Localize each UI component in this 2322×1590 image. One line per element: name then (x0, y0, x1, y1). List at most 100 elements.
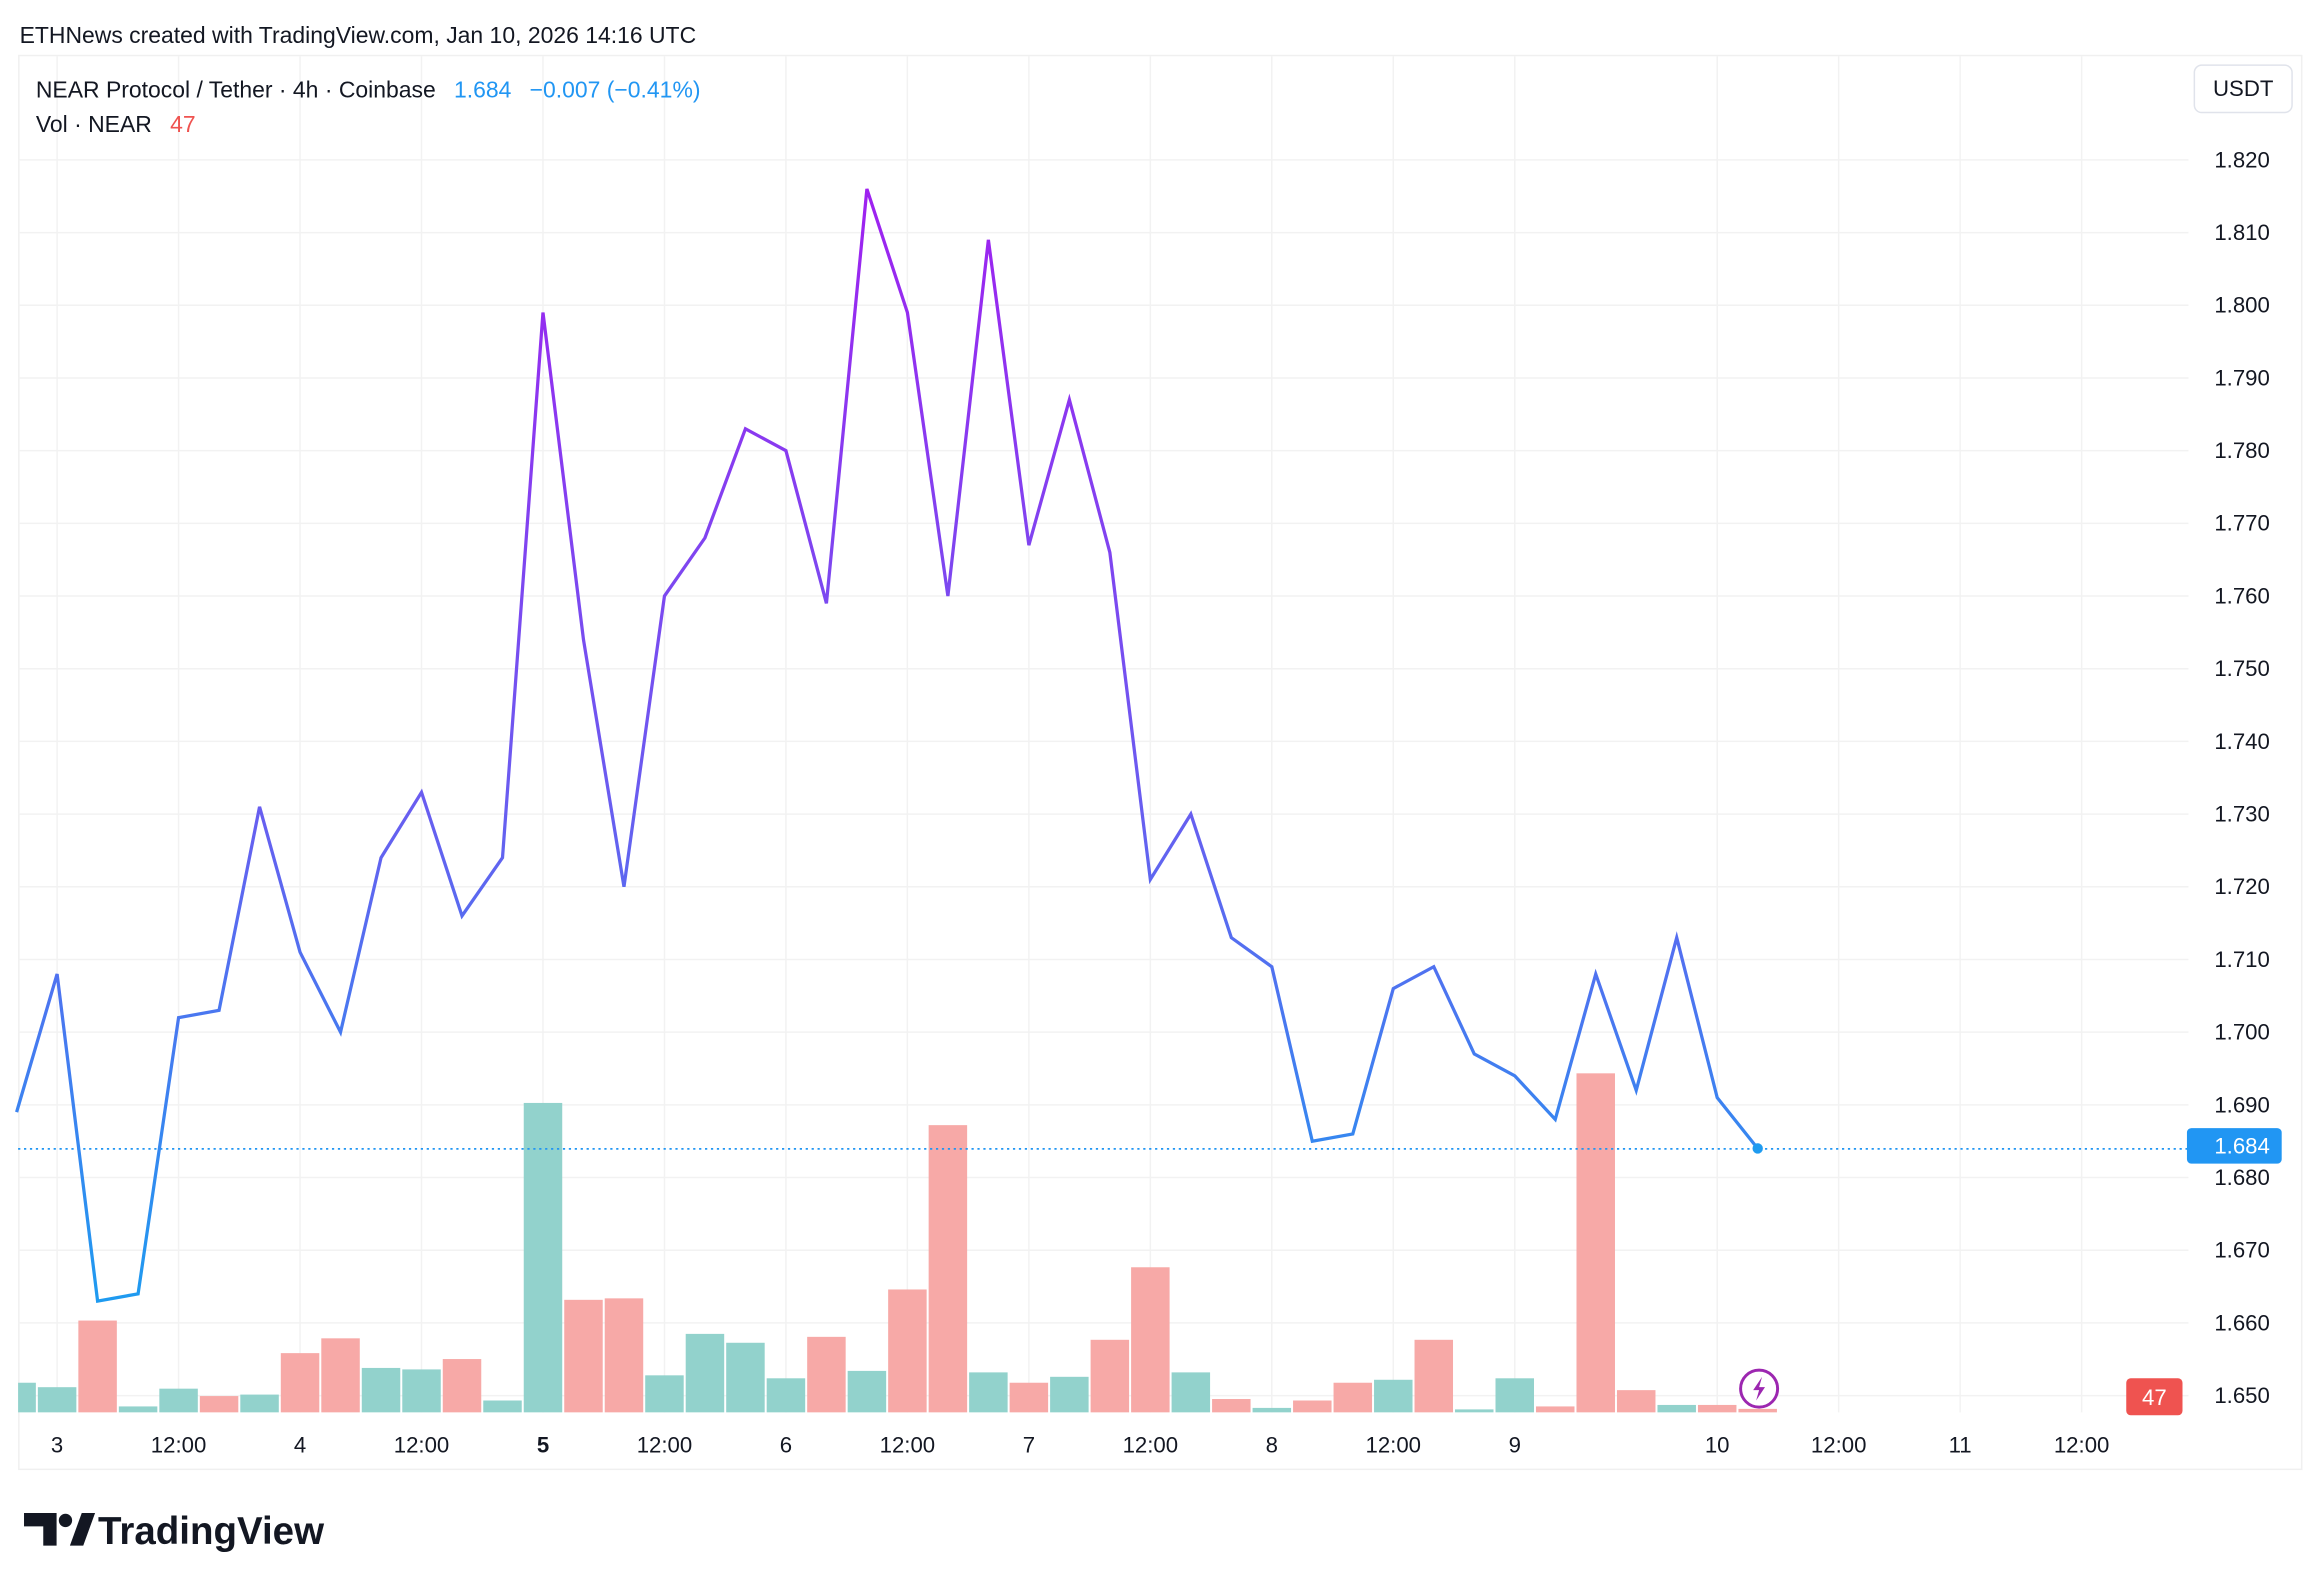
svg-text:1.684: 1.684 (2214, 1133, 2270, 1158)
grid (18, 56, 2189, 1413)
x-tick-label: 12:00 (880, 1432, 936, 1457)
currency-label: USDT (2213, 76, 2274, 101)
volume-bar (159, 1388, 198, 1413)
volume-bar (442, 1359, 482, 1413)
y-tick-label: 1.770 (2214, 511, 2270, 536)
y-tick-label: 1.660 (2214, 1310, 2270, 1335)
volume-bar (1738, 1408, 1777, 1413)
volume-bar (240, 1394, 279, 1413)
x-tick-label: 12:00 (2054, 1432, 2110, 1457)
volume-bar (1252, 1407, 1292, 1413)
x-tick-label: 9 (1509, 1432, 1521, 1457)
volume-bar (604, 1298, 644, 1413)
price-change: −0.007 (−0.41%) (530, 77, 701, 103)
x-tick-label: 12:00 (637, 1432, 693, 1457)
brand-name: TradingView (98, 1510, 325, 1553)
volume-bar (685, 1333, 725, 1413)
volume-bar (969, 1372, 1008, 1413)
volume-bar (645, 1375, 684, 1413)
y-tick-label: 1.740 (2214, 729, 2270, 754)
x-tick-label: 12:00 (1123, 1432, 1179, 1457)
volume-bar (1009, 1382, 1049, 1413)
volume-bar (1455, 1409, 1494, 1413)
y-tick-label: 1.700 (2214, 1020, 2270, 1045)
last-price-badge: 1.684 (2186, 1128, 2282, 1164)
volume-bar (483, 1400, 522, 1413)
volume-bar (1495, 1378, 1534, 1413)
x-tick-label: 5 (537, 1432, 549, 1457)
last-price: 1.684 (454, 77, 512, 103)
x-tick-label: 11 (1949, 1432, 1972, 1457)
volume-bar (1333, 1382, 1373, 1413)
y-tick-label: 1.820 (2214, 147, 2270, 172)
y-tick-label: 1.670 (2214, 1238, 2270, 1263)
y-tick-label: 1.730 (2214, 802, 2270, 827)
volume-bar (888, 1289, 927, 1413)
y-tick-label: 1.800 (2214, 293, 2270, 318)
tradingview-logo-icon (24, 1513, 96, 1546)
volume-bar (1050, 1376, 1089, 1413)
volume-bar (78, 1320, 117, 1413)
x-tick-label: 7 (1023, 1432, 1035, 1457)
volume-bar (361, 1367, 401, 1413)
currency-button[interactable]: USDT (2193, 64, 2293, 114)
attribution: ETHNews created with TradingView.com, Ja… (20, 22, 697, 48)
y-tick-label: 1.710 (2214, 947, 2270, 972)
x-tick-label: 6 (780, 1432, 792, 1457)
y-tick-label: 1.690 (2214, 1092, 2270, 1117)
legend-volume: Vol · NEAR 47 (36, 111, 196, 137)
volume-bar (402, 1369, 441, 1413)
x-tick-label: 8 (1266, 1432, 1278, 1457)
chart-frame (18, 54, 2303, 1471)
volume-bar (321, 1338, 360, 1413)
x-tick-label: 4 (294, 1432, 306, 1457)
volume-bar (1131, 1267, 1170, 1413)
x-tick-label: 12:00 (151, 1432, 207, 1457)
y-tick-label: 1.750 (2214, 656, 2270, 681)
x-tick-label: 12:00 (1811, 1432, 1867, 1457)
y-tick-label: 1.650 (2214, 1383, 2270, 1408)
volume-bar (1535, 1406, 1575, 1413)
volume-bar (807, 1336, 846, 1413)
volume-bar (1374, 1379, 1413, 1413)
volume-bar (523, 1102, 563, 1413)
x-tick-label: 12:00 (394, 1432, 450, 1457)
volume-bar (37, 1387, 77, 1413)
volume-bar (564, 1299, 603, 1413)
last-point-marker (1752, 1143, 1763, 1154)
y-tick-label: 1.810 (2214, 220, 2270, 245)
volume-value: 47 (170, 111, 196, 137)
svg-text:47: 47 (2142, 1385, 2167, 1410)
volume-bar (1657, 1404, 1696, 1413)
volume-bar (1616, 1390, 1656, 1413)
volume-bar (766, 1378, 806, 1413)
x-tick-label: 10 (1705, 1432, 1730, 1457)
volume-bar (1171, 1372, 1211, 1413)
volume-label: Vol · NEAR (36, 111, 152, 137)
y-tick-label: 1.760 (2214, 583, 2270, 608)
price-axis: 1.820 1.810 1.800 1.790 1.780 1.770 1.760 1.750… (2214, 147, 2270, 1408)
x-tick-label: 12:00 (1366, 1432, 1422, 1457)
volume-bar (1576, 1073, 1615, 1413)
volume-bar (118, 1406, 158, 1413)
y-tick-label: 1.790 (2214, 365, 2270, 390)
volume-bar (726, 1342, 765, 1413)
volume-bar (199, 1396, 239, 1413)
volume-bar (280, 1353, 320, 1413)
price-line (15, 188, 1759, 1304)
volume-bar (847, 1370, 887, 1413)
y-tick-label: 1.720 (2214, 874, 2270, 899)
volume-bar (1090, 1339, 1130, 1413)
tradingview-logo[interactable]: TradingView (24, 1510, 325, 1553)
volume-bar (1414, 1339, 1454, 1413)
volume-bar (928, 1125, 968, 1413)
volume-bar (1697, 1404, 1737, 1413)
time-axis: 3 12:00 4 12:00 5 12:00 6 12:00 7 12:00 8 12:00 9 10 1… (51, 1432, 2109, 1457)
lightning-icon[interactable] (1739, 1368, 1780, 1409)
volume-bars (18, 1073, 1777, 1413)
volume-bar (1212, 1399, 1251, 1413)
symbol-label: NEAR Protocol / Tether · 4h · Coinbase (36, 77, 436, 103)
y-tick-label: 1.780 (2214, 438, 2270, 463)
volume-bar (1293, 1400, 1332, 1413)
